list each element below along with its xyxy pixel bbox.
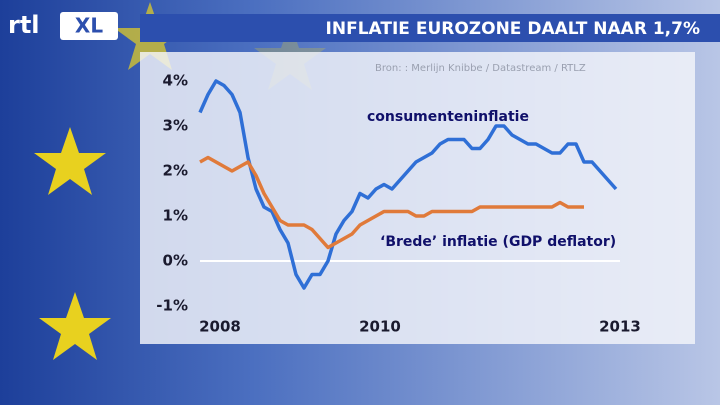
title-bar — [140, 14, 720, 42]
x-tick-label: 2008 — [199, 318, 241, 336]
y-tick-label: 4% — [163, 72, 188, 90]
x-tick-label: 2013 — [599, 318, 641, 336]
source: Bron: : Merlijn Knibbe / Datastream / RT… — [375, 63, 586, 74]
y-tick-label: 3% — [163, 117, 188, 135]
series-label: ‘Brede’ inflatie (GDP deflator) — [380, 234, 616, 250]
logo-badge-text: XL — [75, 14, 103, 38]
y-tick-label: 2% — [163, 162, 188, 180]
series-line — [199, 155, 584, 250]
y-tick-label: 0% — [163, 252, 188, 270]
chart-panel — [140, 52, 695, 344]
series-line — [198, 79, 618, 290]
logo-badge — [60, 12, 118, 40]
y-tick-label: -1% — [156, 297, 188, 315]
x-tick-label: 2010 — [359, 318, 401, 336]
series-label: consumenteninflatie — [367, 109, 529, 125]
chart-title: INFLATIE EUROZONE DAALT NAAR 1,7% — [326, 19, 700, 39]
logo: rtl — [8, 11, 40, 39]
y-tick-label: 1% — [163, 207, 188, 225]
